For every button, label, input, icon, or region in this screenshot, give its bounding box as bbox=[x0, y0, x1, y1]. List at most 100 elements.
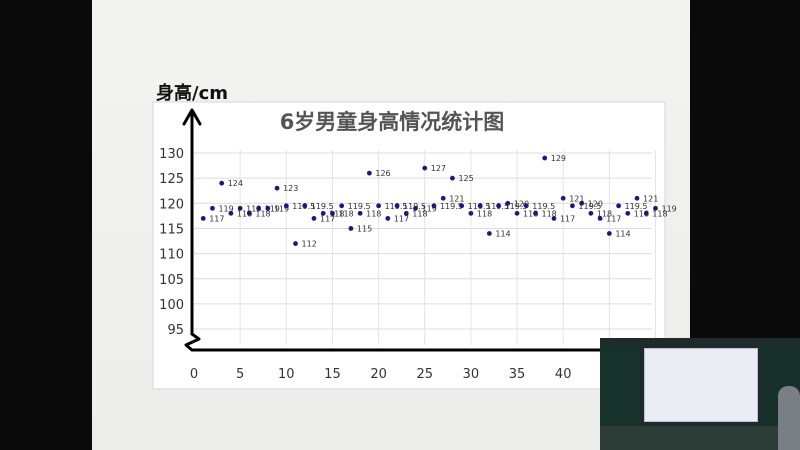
data-label: 118 bbox=[412, 209, 427, 218]
data-label: 129 bbox=[551, 154, 566, 163]
data-label: 114 bbox=[615, 229, 630, 238]
data-point bbox=[311, 215, 317, 221]
data-label: 119.5 bbox=[348, 202, 371, 211]
data-label: 117 bbox=[320, 214, 335, 223]
data-point bbox=[293, 241, 298, 246]
plot-area bbox=[152, 101, 666, 390]
y-tick-label: 115 bbox=[159, 222, 184, 237]
data-label: 115 bbox=[357, 224, 372, 233]
classroom-video-inset bbox=[600, 338, 800, 450]
x-tick-label: 10 bbox=[278, 367, 295, 382]
y-tick-label: 125 bbox=[159, 172, 184, 187]
data-label: 118 bbox=[523, 209, 538, 218]
data-label: 126 bbox=[375, 169, 390, 178]
data-point bbox=[385, 215, 391, 221]
y-tick-label: 95 bbox=[167, 323, 184, 338]
y-tick-labels: 130 125 120 115 110 105 100 95 bbox=[159, 147, 184, 338]
data-label: 118 bbox=[652, 209, 667, 218]
data-point bbox=[523, 203, 529, 209]
data-label: 117 bbox=[560, 214, 575, 223]
data-point bbox=[403, 210, 409, 216]
data-point bbox=[210, 205, 215, 211]
data-point bbox=[542, 155, 548, 161]
data-point bbox=[376, 203, 381, 209]
data-label: 119.5 bbox=[532, 202, 555, 211]
data-label: 119 bbox=[246, 204, 261, 213]
data-point bbox=[597, 215, 603, 221]
data-point bbox=[274, 185, 280, 191]
data-point bbox=[533, 210, 538, 216]
teacher-figure bbox=[778, 386, 800, 450]
data-point bbox=[339, 203, 345, 209]
axes bbox=[182, 108, 654, 352]
data-label: 117 bbox=[606, 214, 621, 223]
data-label: 118 bbox=[255, 209, 270, 218]
data-point bbox=[357, 210, 363, 216]
data-point bbox=[551, 215, 557, 221]
data-point bbox=[219, 180, 225, 186]
data-label: 119.5 bbox=[311, 202, 334, 211]
data-point bbox=[256, 205, 262, 211]
data-point bbox=[477, 203, 483, 209]
data-label: 121 bbox=[569, 194, 584, 203]
x-tick-label: 40 bbox=[555, 367, 572, 382]
data-point bbox=[228, 210, 234, 216]
data-point bbox=[320, 210, 326, 216]
data-label: 118 bbox=[477, 209, 492, 218]
blackboard-left bbox=[600, 346, 640, 426]
data-label: 118 bbox=[542, 209, 557, 218]
data-point bbox=[413, 205, 418, 211]
data-point bbox=[625, 210, 631, 216]
x-tick-label: 35 bbox=[509, 367, 526, 382]
data-point bbox=[431, 203, 437, 209]
data-label: 121 bbox=[449, 194, 464, 203]
y-tick-label: 100 bbox=[159, 298, 184, 313]
slide: 6岁男童身高情况统计图 身高/cm 130 125 120 115 110 105 100 9… bbox=[92, 0, 690, 450]
data-point bbox=[606, 231, 612, 236]
data-label: 117 bbox=[394, 214, 409, 223]
x-tick-label: 30 bbox=[463, 367, 480, 382]
x-tick-label: 15 bbox=[324, 367, 341, 382]
data-label: 119.5 bbox=[505, 202, 528, 211]
classroom-floor bbox=[600, 426, 800, 450]
data-point bbox=[505, 200, 511, 206]
data-label: 118 bbox=[338, 209, 353, 218]
data-point bbox=[440, 195, 446, 201]
y-axis-arrowhead bbox=[182, 108, 202, 126]
y-tick-label: 110 bbox=[159, 248, 184, 263]
data-point bbox=[330, 210, 335, 216]
data-point bbox=[486, 231, 492, 236]
data-label: 117 bbox=[209, 214, 224, 223]
data-point bbox=[634, 195, 640, 201]
data-point bbox=[422, 165, 428, 171]
data-point bbox=[283, 203, 289, 209]
data-point bbox=[450, 175, 455, 181]
data-label: 125 bbox=[458, 174, 473, 183]
y-axis-label: 身高/cm bbox=[156, 82, 228, 104]
data-label: 123 bbox=[283, 184, 298, 193]
scatter-chart: 6岁男童身高情况统计图 身高/cm 1301251201151101051009… bbox=[152, 82, 677, 390]
data-point bbox=[588, 210, 594, 216]
data-label: 121 bbox=[643, 194, 658, 203]
data-label: 118 bbox=[366, 209, 381, 218]
axis-break-mark bbox=[184, 332, 201, 352]
data-label: 124 bbox=[228, 179, 243, 188]
x-tick-label: 5 bbox=[236, 367, 244, 382]
data-label: 119 bbox=[662, 204, 677, 213]
data-label: 119.5 bbox=[625, 202, 648, 211]
data-point bbox=[302, 203, 308, 209]
x-tick-label: 20 bbox=[370, 367, 387, 382]
data-point bbox=[468, 210, 474, 216]
data-point bbox=[459, 203, 465, 209]
data-label: 114 bbox=[495, 229, 510, 238]
data-points: 117119124118119118119119123119.5112119.5… bbox=[200, 154, 677, 249]
data-point bbox=[366, 170, 372, 176]
data-label: 119.5 bbox=[440, 202, 463, 211]
data-label: 118 bbox=[237, 209, 252, 218]
data-point bbox=[246, 210, 252, 216]
data-point bbox=[560, 195, 566, 201]
data-label: 119 bbox=[422, 204, 437, 213]
data-point bbox=[200, 215, 206, 221]
chart-title: 6岁男童身高情况统计图 bbox=[280, 110, 505, 134]
data-point bbox=[643, 210, 649, 216]
